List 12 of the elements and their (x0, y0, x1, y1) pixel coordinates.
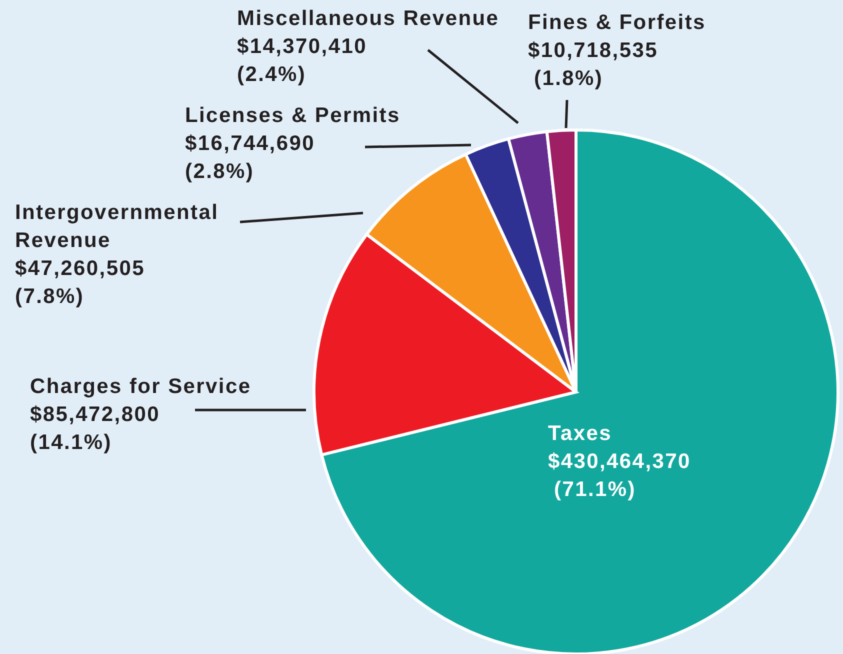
data-label: $16,744,690 (2.8%) (185, 132, 315, 183)
slice-label: Miscellaneous Revenue (237, 7, 500, 30)
data-label: $10,718,535 (1.8%) (528, 39, 658, 90)
slice-label: Licenses & Permits (185, 104, 400, 127)
slice-label: Charges for Service (30, 375, 252, 398)
slice-label: Taxes (548, 422, 612, 445)
data-label: $47,260,505 (7.8%) (15, 257, 145, 308)
data-label: $14,370,410 (2.4%) (237, 35, 367, 86)
slice-label: Fines & Forfeits (528, 11, 706, 34)
data-label: $430,464,370 (71.1%) (548, 450, 691, 501)
data-label: $85,472,800 (14.1%) (30, 403, 160, 454)
slice-label: Intergovernmental Revenue (15, 201, 219, 252)
